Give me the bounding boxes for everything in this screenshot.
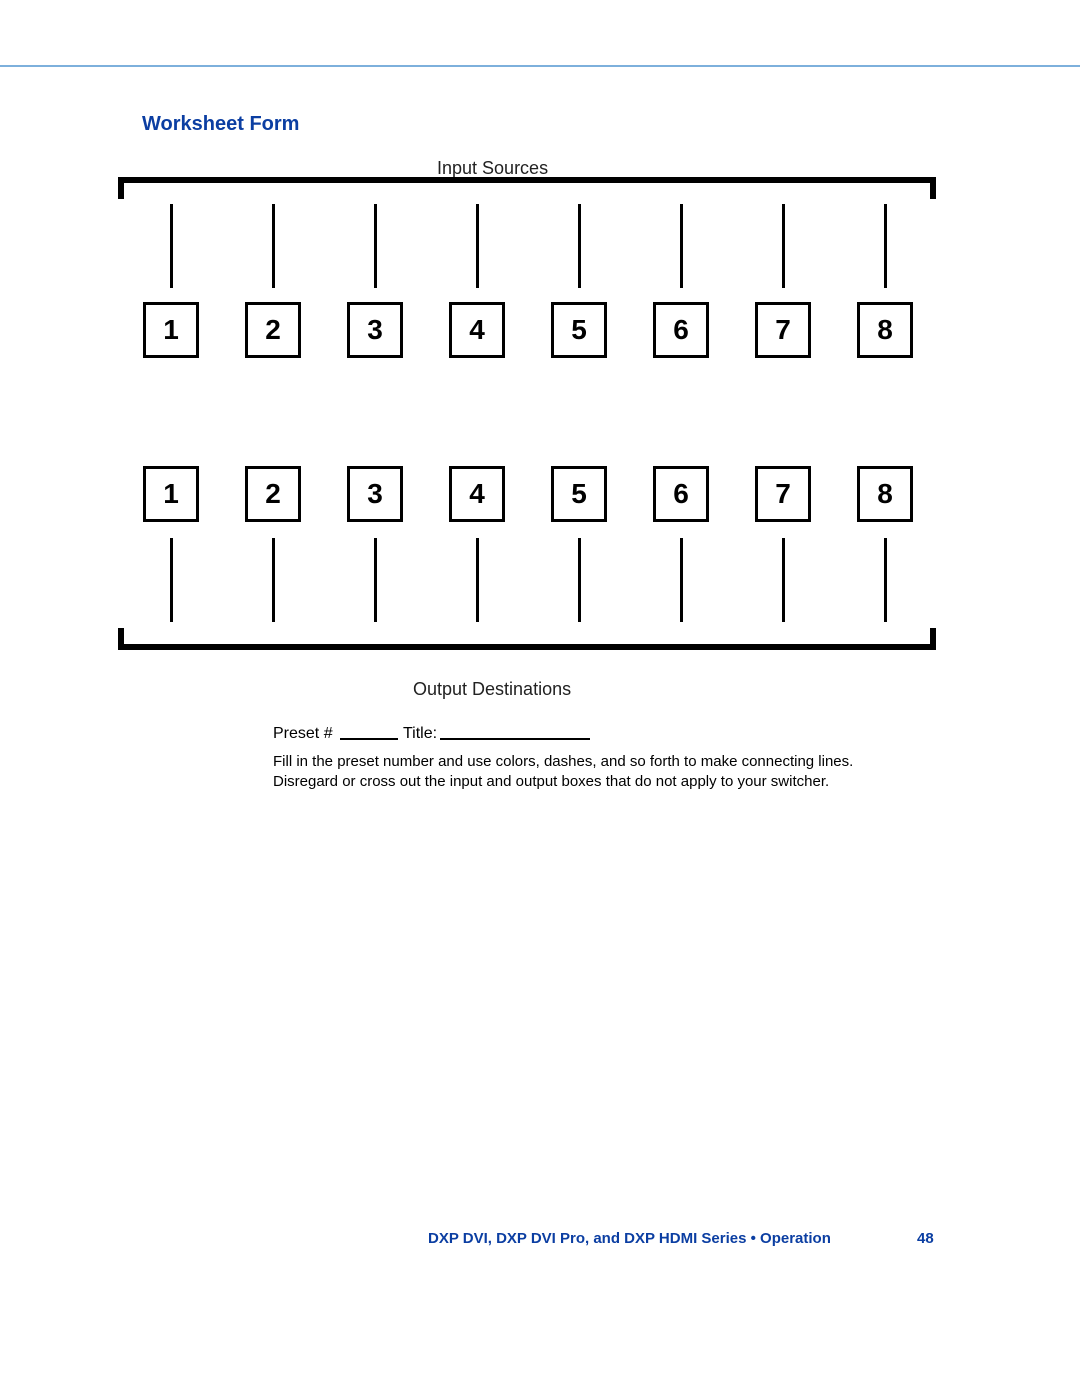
output-box: 5 bbox=[551, 466, 607, 522]
page-header-rule bbox=[0, 65, 1080, 67]
input-box-label: 3 bbox=[367, 314, 383, 346]
output-tick bbox=[476, 538, 479, 622]
footer-series-title: DXP DVI, DXP DVI Pro, and DXP HDMI Serie… bbox=[428, 1230, 831, 1247]
top-bracket-right-stub bbox=[930, 177, 936, 199]
bottom-bracket-horizontal bbox=[118, 644, 936, 650]
input-tick bbox=[272, 204, 275, 288]
footer-page-number: 48 bbox=[917, 1230, 934, 1247]
input-tick bbox=[476, 204, 479, 288]
input-box: 4 bbox=[449, 302, 505, 358]
output-box-label: 5 bbox=[571, 478, 587, 510]
output-tick bbox=[272, 538, 275, 622]
bottom-bracket-left-stub bbox=[118, 628, 124, 650]
outputs-label: Output Destinations bbox=[413, 679, 571, 700]
preset-number-blank[interactable] bbox=[340, 738, 398, 740]
output-tick bbox=[578, 538, 581, 622]
output-box-label: 3 bbox=[367, 478, 383, 510]
input-box: 1 bbox=[143, 302, 199, 358]
input-box-label: 8 bbox=[877, 314, 893, 346]
output-box-label: 1 bbox=[163, 478, 179, 510]
input-tick bbox=[884, 204, 887, 288]
output-tick bbox=[782, 538, 785, 622]
inputs-label: Input Sources bbox=[437, 158, 548, 179]
input-tick bbox=[782, 204, 785, 288]
output-box: 2 bbox=[245, 466, 301, 522]
input-box-label: 6 bbox=[673, 314, 689, 346]
title-field-label: Title: bbox=[403, 725, 437, 743]
output-box: 1 bbox=[143, 466, 199, 522]
output-box-label: 8 bbox=[877, 478, 893, 510]
input-tick bbox=[374, 204, 377, 288]
output-tick bbox=[680, 538, 683, 622]
top-bracket-left-stub bbox=[118, 177, 124, 199]
input-tick bbox=[578, 204, 581, 288]
bottom-bracket-right-stub bbox=[930, 628, 936, 650]
output-box: 3 bbox=[347, 466, 403, 522]
output-box-label: 6 bbox=[673, 478, 689, 510]
title-blank[interactable] bbox=[440, 738, 590, 740]
input-tick bbox=[680, 204, 683, 288]
output-box: 6 bbox=[653, 466, 709, 522]
output-box: 4 bbox=[449, 466, 505, 522]
input-box: 6 bbox=[653, 302, 709, 358]
input-box-label: 5 bbox=[571, 314, 587, 346]
output-box: 8 bbox=[857, 466, 913, 522]
output-tick bbox=[374, 538, 377, 622]
preset-number-label: Preset # bbox=[273, 725, 333, 743]
output-box-label: 4 bbox=[469, 478, 485, 510]
input-box-label: 1 bbox=[163, 314, 179, 346]
output-box-label: 2 bbox=[265, 478, 281, 510]
input-tick bbox=[170, 204, 173, 288]
input-box-label: 7 bbox=[775, 314, 791, 346]
input-box: 2 bbox=[245, 302, 301, 358]
input-box-label: 4 bbox=[469, 314, 485, 346]
output-box: 7 bbox=[755, 466, 811, 522]
output-box-label: 7 bbox=[775, 478, 791, 510]
input-box: 7 bbox=[755, 302, 811, 358]
output-tick bbox=[170, 538, 173, 622]
output-tick bbox=[884, 538, 887, 622]
input-box: 8 bbox=[857, 302, 913, 358]
section-title: Worksheet Form bbox=[142, 113, 299, 136]
top-bracket-horizontal bbox=[118, 177, 936, 183]
instructions-text: Fill in the preset number and use colors… bbox=[273, 752, 853, 793]
input-box: 3 bbox=[347, 302, 403, 358]
input-box-label: 2 bbox=[265, 314, 281, 346]
input-box: 5 bbox=[551, 302, 607, 358]
